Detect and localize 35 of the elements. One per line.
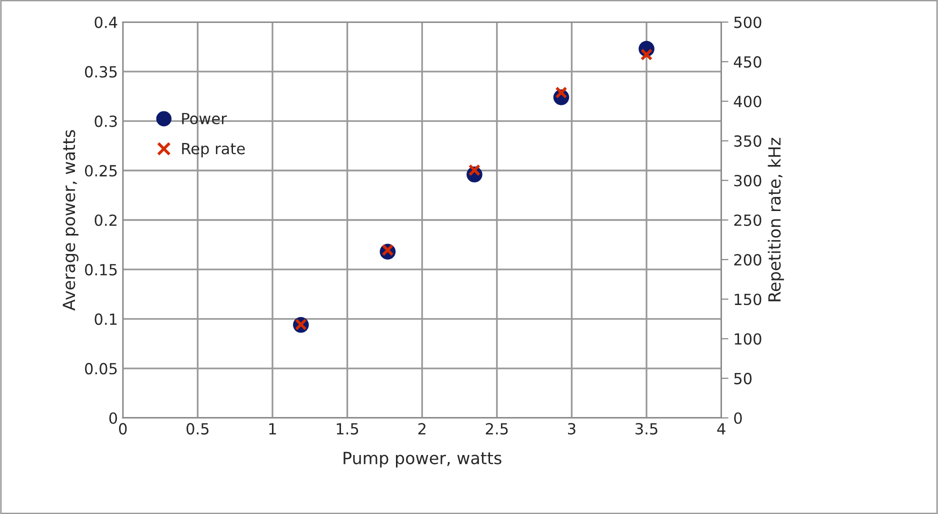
y-tick-label: 0.05: [85, 362, 117, 374]
y-axis-title: Average power, watts: [62, 130, 78, 311]
y2-axis-title: Repetition rate, kHz: [768, 138, 784, 302]
x-tick-label: 0: [119, 423, 127, 435]
y-tick-label: 0.15: [85, 264, 117, 276]
x-tick-label: 2: [418, 423, 426, 434]
x-axis-title: Pump power, watts: [344, 452, 502, 468]
y2-tick-label: 500: [734, 16, 762, 28]
legend-label: Power: [182, 112, 227, 124]
y-tick-label: 0.1: [94, 313, 117, 325]
y2-tick-label: 300: [734, 174, 762, 186]
y2-tick-label: 100: [734, 333, 762, 345]
x-tick-label: 1: [269, 423, 276, 434]
y2-tick-label: 250: [734, 214, 762, 226]
y2-tick-label: 150: [734, 294, 762, 306]
y-tick-label: 0.3: [94, 116, 117, 128]
y-tick-label: 0.4: [94, 16, 118, 28]
legend-label: Rep rate: [182, 143, 245, 158]
y-tick-label: 0.2: [94, 214, 116, 226]
x-tick-label: 1.5: [336, 423, 358, 435]
y2-tick-label: 200: [734, 254, 762, 266]
y-tick-label: 0.35: [85, 66, 117, 78]
y2-tick-label: 450: [734, 56, 762, 68]
y2-tick-label: 350: [734, 135, 762, 147]
x-tick-label: 3: [568, 423, 576, 435]
y2-tick-label: 400: [734, 96, 762, 108]
point: [468, 164, 481, 176]
x-tick-label: 4: [717, 423, 726, 434]
x-tick-label: 2.5: [486, 423, 508, 435]
y-tick-label: 0: [109, 412, 117, 424]
y2-tick-label: 50: [734, 372, 752, 384]
x-tick-label: 3.5: [636, 423, 658, 435]
y2-tick-label: 0: [734, 412, 742, 424]
x-tick-label: 0.5: [186, 423, 208, 435]
y-tick-label: 0.25: [85, 164, 117, 177]
